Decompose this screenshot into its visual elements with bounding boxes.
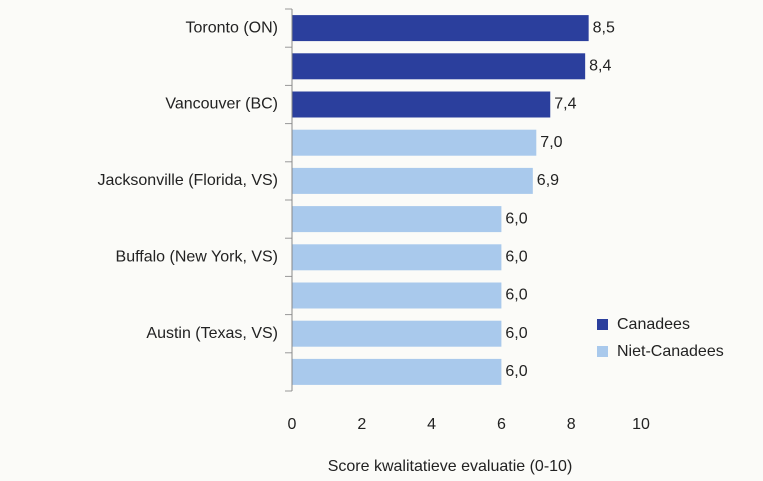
y-tick-label: Jacksonville (Florida, VS): [98, 172, 279, 189]
legend-label: Canadees: [617, 316, 690, 333]
bar: [292, 53, 586, 80]
y-tick-label: Buffalo (New York, VS): [116, 249, 278, 266]
x-tick-label: 8: [567, 416, 576, 433]
bar: [292, 91, 551, 118]
x-tick-label: 6: [497, 416, 506, 433]
value-label: 6,0: [505, 210, 527, 227]
y-tick-label: Vancouver (BC): [165, 96, 278, 113]
bar: [292, 167, 533, 194]
bar: [292, 282, 502, 309]
y-tick-label: Austin (Texas, VS): [146, 325, 278, 342]
bar: [292, 129, 537, 156]
bar: [292, 358, 502, 385]
value-label: 6,0: [505, 325, 527, 342]
value-label: 7,0: [540, 134, 562, 151]
x-axis-label: Score kwalitatieve evaluatie (0-10): [328, 458, 573, 475]
value-label: 6,0: [505, 249, 527, 266]
value-label: 7,4: [554, 96, 576, 113]
x-tick-label: 10: [632, 416, 650, 433]
legend-label: Niet-Canadees: [617, 343, 724, 360]
bar: [292, 320, 502, 347]
value-label: 6,0: [505, 287, 527, 304]
value-label: 8,4: [589, 58, 611, 75]
value-label: 6,0: [505, 363, 527, 380]
x-tick-label: 2: [357, 416, 366, 433]
legend-swatch: [597, 319, 608, 330]
value-label: 6,9: [537, 172, 559, 189]
y-tick-label: Toronto (ON): [186, 19, 278, 36]
x-tick-label: 4: [427, 416, 436, 433]
value-label: 8,5: [593, 19, 615, 36]
x-tick-label: 0: [288, 416, 297, 433]
legend-swatch: [597, 346, 608, 357]
bar: [292, 244, 502, 271]
bar: [292, 206, 502, 233]
bar: [292, 15, 589, 42]
